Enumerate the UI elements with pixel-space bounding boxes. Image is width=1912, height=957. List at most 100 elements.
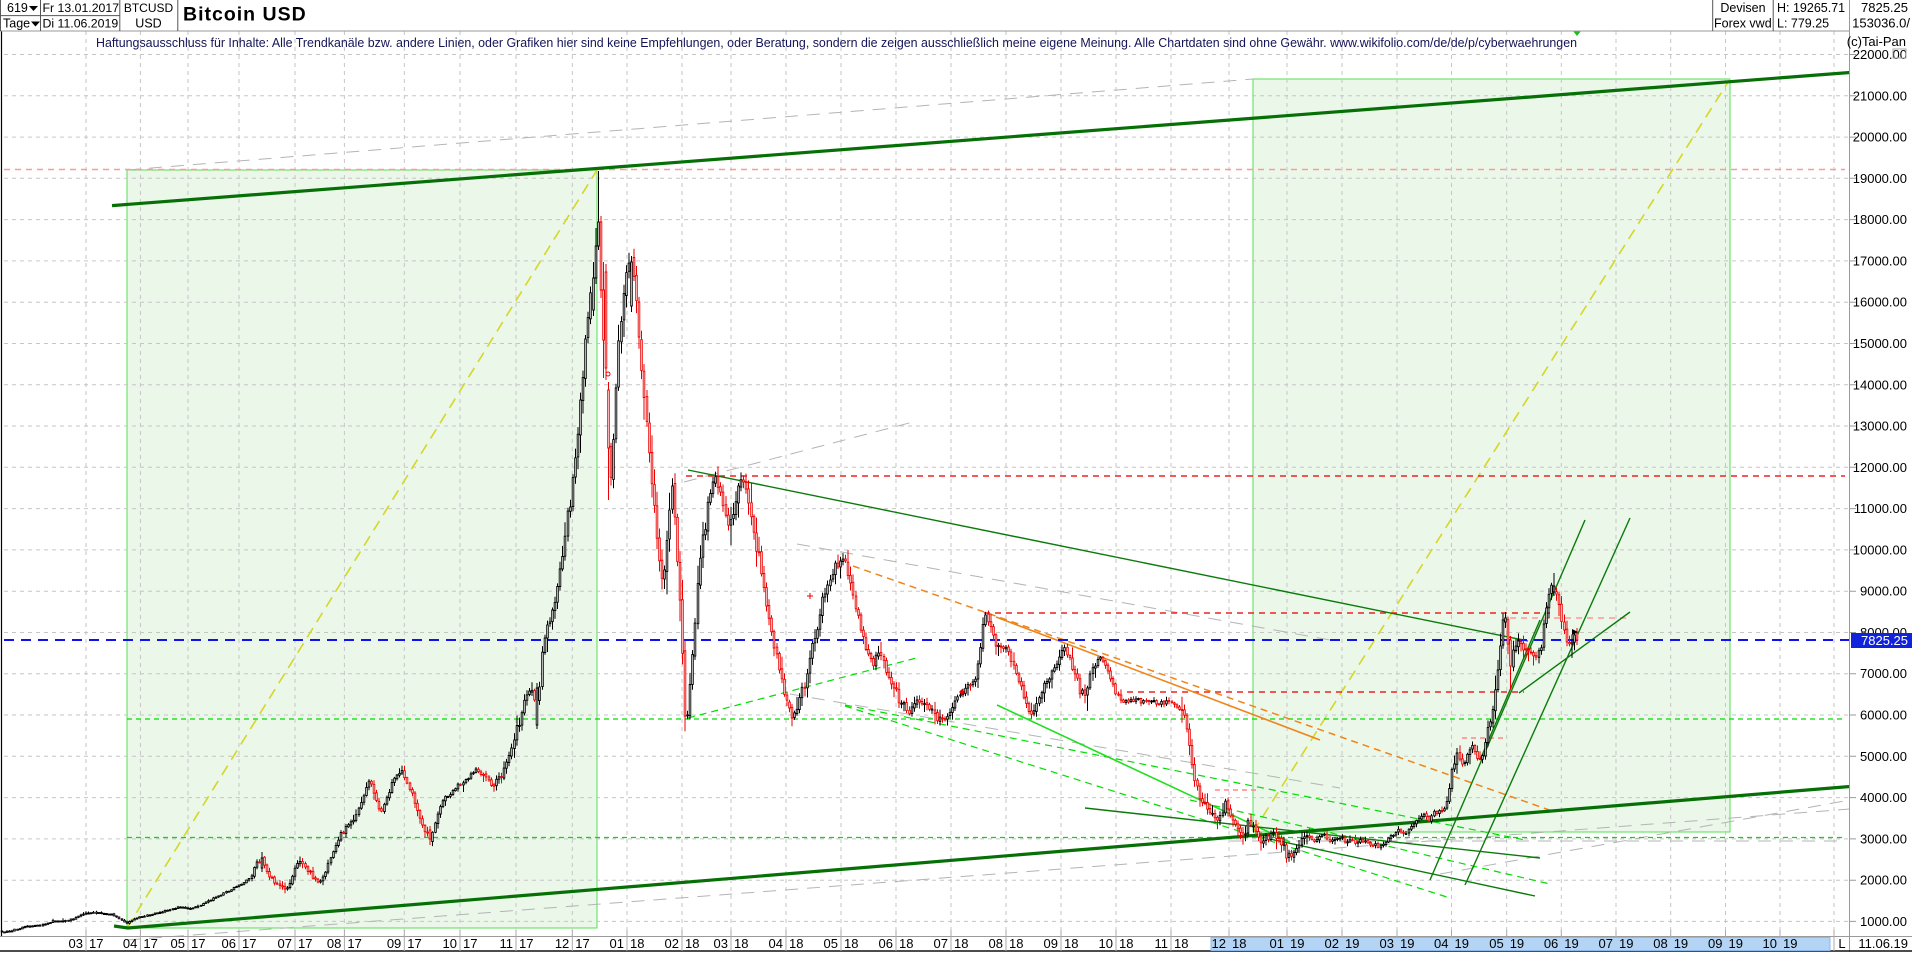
svg-text:Fr 13.01.2017: Fr 13.01.2017 [43,1,120,15]
svg-text:04: 04 [769,936,783,951]
svg-text:09: 09 [1044,936,1058,951]
svg-text:01: 01 [610,936,624,951]
svg-text:13000.00: 13000.00 [1853,419,1907,434]
svg-text:17: 17 [519,936,533,951]
svg-text:Devisen: Devisen [1720,1,1765,15]
svg-text:19000.00: 19000.00 [1853,171,1907,186]
svg-text:03: 03 [1380,936,1394,951]
svg-text:17: 17 [242,936,256,951]
svg-text:18: 18 [844,936,858,951]
svg-text:11000.00: 11000.00 [1854,501,1907,516]
svg-text:05: 05 [1489,936,1503,951]
svg-text:03: 03 [714,936,728,951]
svg-text:18: 18 [685,936,699,951]
svg-text:18: 18 [954,936,968,951]
svg-text:19: 19 [1400,936,1414,951]
svg-text:09: 09 [387,936,401,951]
svg-text:1000.00: 1000.00 [1860,914,1907,929]
svg-text:18: 18 [1009,936,1023,951]
svg-text:19: 19 [1290,936,1304,951]
svg-text:9000.00: 9000.00 [1860,584,1907,599]
svg-text:15000.00: 15000.00 [1853,336,1907,351]
svg-text:19: 19 [1510,936,1524,951]
svg-text:19: 19 [1783,936,1797,951]
svg-text:USD: USD [135,17,161,31]
svg-text:17: 17 [575,936,589,951]
svg-text:06: 06 [1544,936,1558,951]
svg-text:10: 10 [1099,936,1113,951]
svg-text:17: 17 [407,936,421,951]
svg-text:19: 19 [1729,936,1743,951]
svg-text:18: 18 [630,936,644,951]
svg-text:7825.25: 7825.25 [1861,0,1908,15]
svg-text:5000.00: 5000.00 [1860,749,1907,764]
svg-text:17000.00: 17000.00 [1853,253,1907,268]
svg-text:18: 18 [1119,936,1133,951]
svg-text:7000.00: 7000.00 [1860,666,1907,681]
svg-text:4000.00: 4000.00 [1860,790,1907,805]
svg-text:19: 19 [1674,936,1688,951]
svg-text:17: 17 [143,936,157,951]
svg-text:14000.00: 14000.00 [1853,377,1907,392]
svg-text:18: 18 [734,936,748,951]
svg-text:10: 10 [443,936,457,951]
svg-text:06: 06 [222,936,236,951]
svg-text:2000.00: 2000.00 [1860,873,1907,888]
svg-text:17: 17 [191,936,205,951]
svg-text:09: 09 [1708,936,1722,951]
svg-text:153036.0/: 153036.0/ [1852,16,1910,31]
svg-text:10: 10 [1763,936,1777,951]
svg-text:BTCUSD: BTCUSD [124,1,174,15]
svg-text:07: 07 [1599,936,1613,951]
svg-text:17: 17 [347,936,361,951]
svg-text:12: 12 [1212,936,1226,951]
svg-text:18000.00: 18000.00 [1853,212,1907,227]
svg-text:08: 08 [989,936,1003,951]
svg-text:01: 01 [1270,936,1284,951]
svg-text:05: 05 [171,936,185,951]
svg-text:Di 11.06.2019: Di 11.06.2019 [43,17,119,31]
svg-text:19: 19 [1345,936,1359,951]
svg-text:04: 04 [123,936,137,951]
svg-text:02: 02 [1325,936,1339,951]
svg-text:07: 07 [934,936,948,951]
svg-text:03: 03 [69,936,83,951]
svg-text:3000.00: 3000.00 [1860,831,1907,846]
svg-text:18: 18 [789,936,803,951]
svg-text:L: L [1838,936,1845,951]
svg-text:02: 02 [665,936,679,951]
svg-text:Haftungsausschluss für Inhalte: Haftungsausschluss für Inhalte: Alle Tre… [96,35,1577,50]
svg-text:Tage: Tage [3,17,30,31]
svg-text:(c)Tai-Pan: (c)Tai-Pan [1847,34,1906,49]
svg-text:08: 08 [1653,936,1667,951]
svg-text:18: 18 [899,936,913,951]
svg-text:19: 19 [1564,936,1578,951]
svg-text:19: 19 [1619,936,1633,951]
svg-text:Bitcoin USD: Bitcoin USD [183,4,307,26]
svg-text:18: 18 [1064,936,1078,951]
svg-text:6000.00: 6000.00 [1860,708,1907,723]
svg-text:08: 08 [327,936,341,951]
svg-text:07: 07 [278,936,292,951]
svg-text:18: 18 [1174,936,1188,951]
svg-text:06: 06 [879,936,893,951]
svg-text:20000.00: 20000.00 [1853,130,1907,145]
svg-text:18: 18 [1232,936,1246,951]
svg-text:619: 619 [7,1,28,15]
svg-text:12: 12 [555,936,569,951]
svg-text:11: 11 [1155,936,1169,951]
svg-text:04: 04 [1434,936,1448,951]
svg-text:H: 19265.71: H: 19265.71 [1777,1,1845,15]
svg-text:10000.00: 10000.00 [1853,542,1907,557]
svg-text:05: 05 [824,936,838,951]
svg-text:12000.00: 12000.00 [1853,460,1907,475]
svg-text:11: 11 [500,936,514,951]
svg-text:17: 17 [89,936,103,951]
svg-text:17: 17 [298,936,312,951]
svg-text:16000.00: 16000.00 [1853,295,1907,310]
svg-text:L: 779.25: L: 779.25 [1777,17,1829,31]
svg-text:11.06.19: 11.06.19 [1858,936,1908,951]
svg-text:21000.00: 21000.00 [1853,88,1907,103]
svg-text:7825.25: 7825.25 [1861,633,1908,648]
svg-text:19: 19 [1455,936,1469,951]
